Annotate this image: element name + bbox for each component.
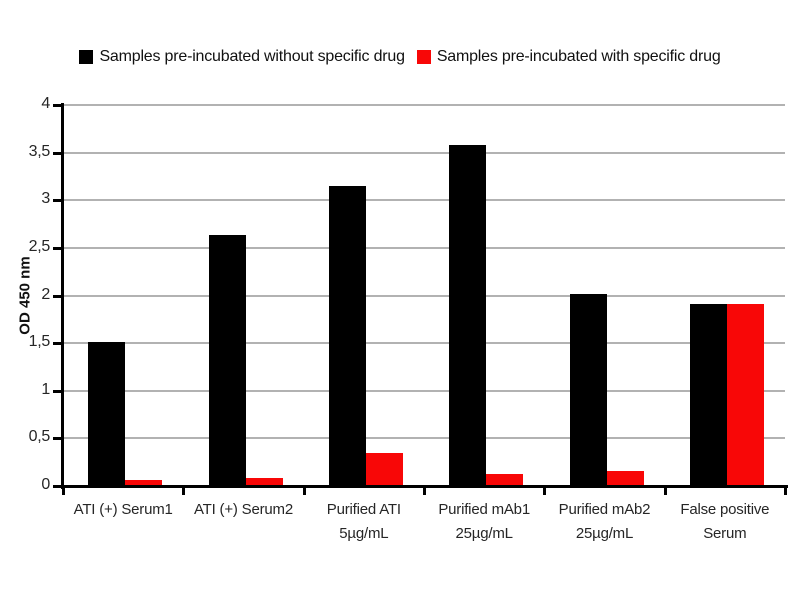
gridline	[63, 437, 785, 440]
y-tick-label: 1,5	[28, 333, 51, 351]
x-tick	[784, 488, 787, 495]
bar-with-drug	[245, 478, 283, 486]
legend-swatch-red-icon	[416, 50, 431, 64]
y-tick	[53, 294, 61, 298]
x-category-label: ATI (+) Serum1	[73, 501, 173, 518]
bar-without-drug	[328, 185, 366, 486]
y-tick	[53, 437, 61, 441]
y-tick-label: 1	[41, 380, 50, 398]
y-tick	[53, 151, 61, 155]
x-tick	[302, 488, 306, 495]
bar-with-drug	[125, 480, 163, 486]
bar-without-drug	[449, 145, 487, 486]
legend-swatch-black-icon	[79, 50, 94, 64]
bar-with-drug	[365, 452, 403, 486]
x-tick	[423, 488, 426, 495]
legend-item-without-drug: Samples pre-incubated without specific d…	[79, 48, 405, 66]
gridline	[63, 342, 785, 345]
x-category-label: Purified mAb1 25µg/mL	[438, 501, 530, 542]
legend-item-with-drug: Samples pre-incubated with specific drug	[416, 48, 721, 66]
y-tick-label: 2	[41, 285, 50, 303]
x-tick	[182, 488, 186, 495]
x-tick	[663, 488, 667, 495]
y-tick	[53, 485, 61, 488]
y-tick	[53, 199, 61, 203]
y-tick-label: 3	[41, 190, 50, 208]
y-tick	[53, 104, 61, 107]
y-tick-label: 0,5	[28, 428, 51, 446]
bar-with-drug	[726, 304, 764, 486]
x-category-label: False positive Serum	[680, 501, 770, 542]
gridline	[63, 294, 785, 297]
y-tick-label: 4	[41, 95, 50, 112]
y-tick	[53, 246, 61, 250]
y-tick	[53, 389, 61, 393]
x-tick	[543, 488, 547, 495]
x-axis-line	[61, 485, 788, 488]
y-axis-line	[61, 103, 64, 489]
bar-with-drug	[606, 470, 644, 486]
bar-with-drug	[486, 473, 524, 486]
gridline	[63, 246, 785, 249]
x-category-label: Purified ATI 5µg/mL	[326, 501, 401, 542]
y-tick-label: 0	[41, 476, 50, 493]
bar-without-drug	[569, 293, 607, 486]
legend-label: Samples pre-incubated with specific drug	[436, 48, 721, 65]
bar-without-drug	[689, 304, 727, 486]
x-tick	[62, 488, 65, 495]
legend-label: Samples pre-incubated without specific d…	[99, 48, 405, 65]
y-tick-label: 3,5	[28, 142, 51, 160]
bar-without-drug	[88, 342, 126, 486]
gridline	[63, 199, 785, 202]
gridline	[63, 104, 785, 106]
chart-legend: Samples pre-incubated without specific d…	[0, 48, 800, 66]
x-category-label: ATI (+) Serum2	[193, 501, 293, 518]
x-category-label: Purified mAb2 25µg/mL	[558, 501, 651, 542]
gridline	[63, 389, 785, 392]
y-tick	[53, 342, 61, 346]
bar-without-drug	[208, 235, 246, 486]
y-tick-label: 2,5	[28, 237, 51, 255]
gridline	[63, 151, 785, 154]
